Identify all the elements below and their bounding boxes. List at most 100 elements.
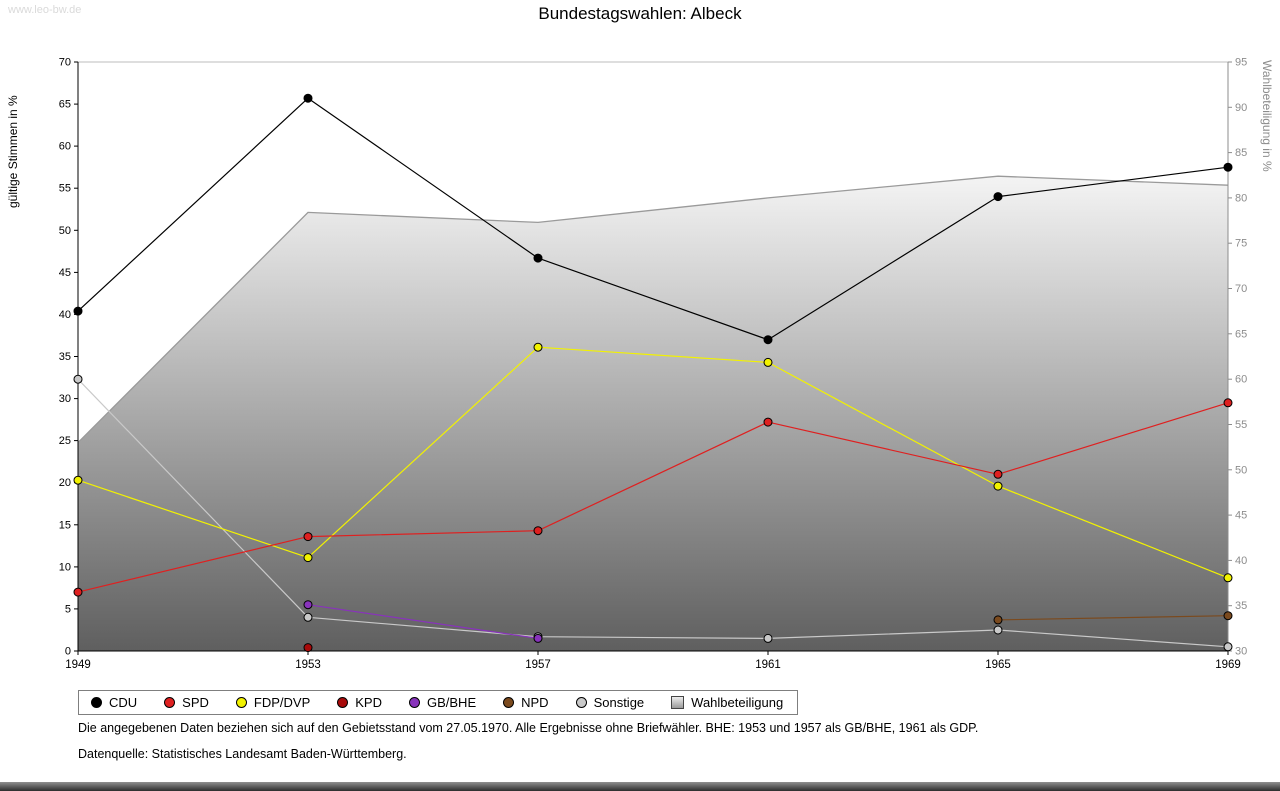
- series-npd: [993, 611, 1233, 625]
- svg-text:65: 65: [59, 99, 71, 111]
- svg-text:40: 40: [1235, 555, 1247, 567]
- svg-text:5: 5: [65, 603, 71, 615]
- marker-sonstige: [1223, 642, 1233, 652]
- svg-text:60: 60: [59, 141, 71, 153]
- marker-cdu: [73, 306, 83, 316]
- svg-text:65: 65: [1235, 328, 1247, 340]
- series-fdp-dvp: [73, 342, 1233, 583]
- svg-text:1965: 1965: [985, 659, 1011, 671]
- watermark: www.leo-bw.de: [8, 4, 82, 16]
- legend-label: NPD: [521, 695, 549, 710]
- marker-spd: [993, 469, 1003, 479]
- marker-fdp-dvp: [763, 357, 773, 367]
- svg-text:80: 80: [1235, 192, 1247, 204]
- right-axis-title: Wahlbeteiligung in %: [1260, 60, 1274, 172]
- legend-dot-marker: [503, 697, 515, 708]
- marker-fdp-dvp: [73, 475, 83, 485]
- legend-label: Wahlbeteiligung: [691, 695, 784, 710]
- svg-text:30: 30: [59, 393, 71, 405]
- marker-spd: [763, 417, 773, 427]
- window-bottom-edge: [0, 782, 1280, 791]
- marker-fdp-dvp: [303, 553, 313, 563]
- svg-text:20: 20: [59, 477, 71, 489]
- marker-spd: [303, 532, 313, 542]
- svg-text:45: 45: [59, 267, 71, 279]
- series-gb-bhe: [303, 600, 543, 643]
- svg-text:70: 70: [1235, 283, 1247, 295]
- left-axis-title: gültige Stimmen in %: [6, 95, 20, 208]
- legend-item-kpd: KPD: [337, 695, 382, 710]
- svg-text:40: 40: [59, 309, 71, 321]
- marker-fdp-dvp: [993, 481, 1003, 491]
- marker-cdu: [1223, 162, 1233, 172]
- marker-cdu: [533, 253, 543, 263]
- svg-text:50: 50: [59, 225, 71, 237]
- svg-text:75: 75: [1235, 238, 1247, 250]
- legend-label: KPD: [355, 695, 382, 710]
- svg-text:0: 0: [65, 646, 71, 658]
- marker-sonstige: [763, 633, 773, 643]
- legend-item-cdu: CDU: [91, 695, 137, 710]
- marker-gb-bhe: [303, 600, 313, 610]
- legend-dot-marker: [408, 697, 420, 708]
- marker-npd: [993, 615, 1003, 625]
- svg-text:1949: 1949: [65, 659, 91, 671]
- marker-fdp-dvp: [1223, 573, 1233, 583]
- svg-text:55: 55: [1235, 419, 1247, 431]
- series-spd: [73, 398, 1233, 597]
- legend-item-wahlbeteiligung: Wahlbeteiligung: [671, 695, 783, 710]
- marker-gb-bhe: [533, 633, 543, 643]
- svg-text:45: 45: [1235, 510, 1247, 522]
- svg-text:90: 90: [1235, 102, 1247, 114]
- svg-text:15: 15: [59, 519, 71, 531]
- legend-dot-marker: [337, 697, 349, 708]
- marker-spd: [73, 587, 83, 597]
- legend: CDU SPD FDP/DVP KPD GB/BHE NPD Sonstige Wahlbet…: [78, 690, 799, 715]
- svg-text:35: 35: [59, 351, 71, 363]
- legend-label: SPD: [182, 695, 209, 710]
- legend-item-spd: SPD: [164, 695, 209, 710]
- legend-item-sonstige: Sonstige: [575, 695, 645, 710]
- right-axis: 30 35 40 45 50 55 60 65 70 75 80 85 90 95 Wahlbeteilig…: [1228, 57, 1274, 658]
- legend-item-fdp-dvp: FDP/DVP: [235, 695, 310, 710]
- svg-text:1953: 1953: [295, 659, 321, 671]
- marker-spd: [1223, 398, 1233, 408]
- legend-label: CDU: [109, 695, 138, 710]
- legend-square-marker: [671, 696, 685, 709]
- svg-text:25: 25: [59, 435, 71, 447]
- series-kpd: [303, 643, 313, 653]
- marker-sonstige: [303, 612, 313, 622]
- svg-text:1957: 1957: [525, 659, 551, 671]
- svg-text:50: 50: [1235, 464, 1247, 476]
- legend-item-npd: NPD: [503, 695, 549, 710]
- marker-sonstige: [993, 625, 1003, 635]
- svg-text:1969: 1969: [1215, 659, 1241, 671]
- legend-dot-marker: [91, 697, 102, 708]
- marker-sonstige: [73, 374, 83, 384]
- legend-item-gb-bhe: GB/BHE: [408, 695, 476, 710]
- svg-text:10: 10: [59, 561, 71, 573]
- marker-cdu: [763, 335, 773, 345]
- marker-cdu: [303, 93, 313, 103]
- marker-spd: [533, 526, 543, 536]
- svg-text:70: 70: [59, 57, 71, 69]
- chart-title: Bundestagswahlen: Albeck: [538, 4, 742, 23]
- legend-dot-marker: [575, 697, 587, 708]
- x-axis: 1949 1953 1957 1961 1965 1969: [65, 651, 1241, 671]
- marker-npd: [1223, 611, 1233, 621]
- marker-kpd: [303, 643, 313, 653]
- footnote-gebietsstand: Die angegebenen Daten beziehen sich auf …: [78, 721, 979, 735]
- svg-text:85: 85: [1235, 147, 1247, 159]
- turnout-area-series: [77, 175, 1229, 651]
- left-axis: 0 5 10 15 20 25 30 35 40 45 50 55 60 65 70 gültige Stim…: [6, 57, 78, 658]
- turnout-area: [78, 176, 1228, 651]
- legend-label: Sonstige: [593, 695, 645, 710]
- legend-dot-marker: [235, 697, 247, 708]
- marker-fdp-dvp: [533, 342, 543, 352]
- series-cdu: [73, 93, 1233, 345]
- legend-dot-marker: [164, 697, 176, 708]
- svg-text:30: 30: [1235, 646, 1247, 658]
- svg-text:60: 60: [1235, 374, 1247, 386]
